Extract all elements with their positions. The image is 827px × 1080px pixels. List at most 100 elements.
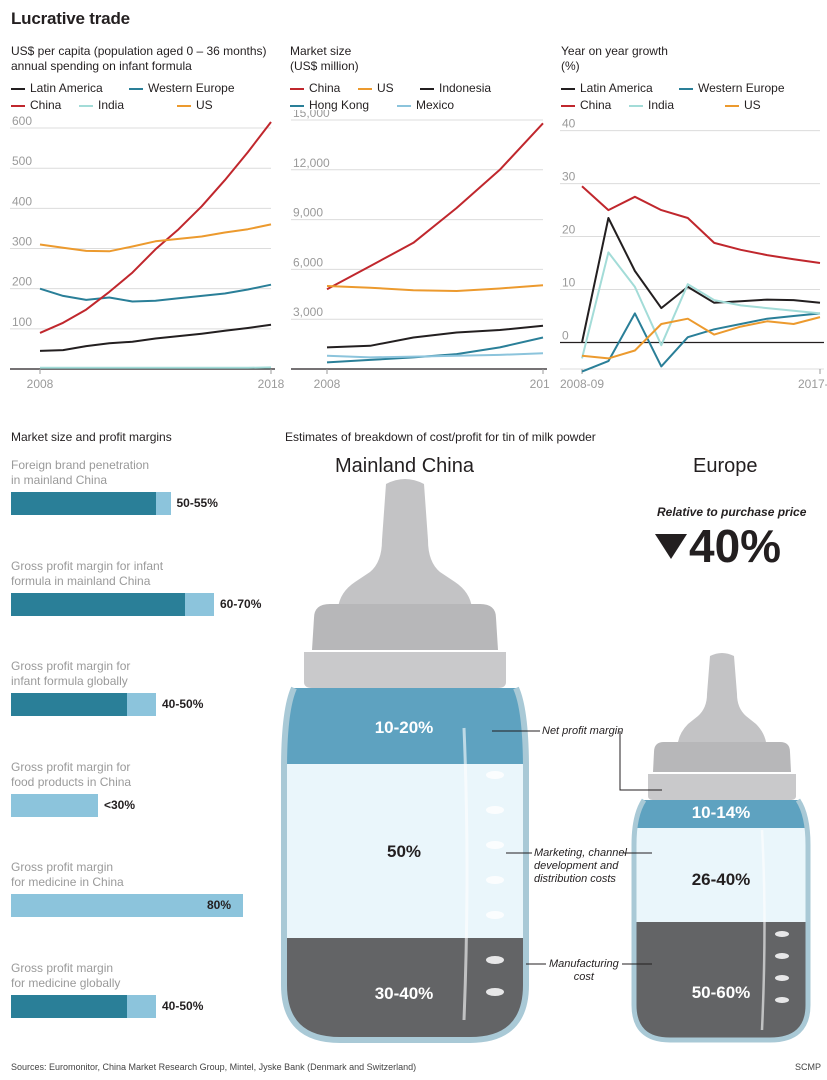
series-line-india — [581, 251, 821, 359]
marketing-segment — [284, 764, 526, 938]
callout-leaders — [492, 730, 662, 965]
bottle-outline — [281, 686, 529, 1043]
legend-swatch — [725, 104, 739, 107]
legend-label: India — [648, 98, 675, 112]
legend-swatch — [561, 87, 575, 90]
x-tick-label: 2008-09 — [560, 377, 604, 391]
legend-label: Western Europe — [698, 81, 785, 95]
series-line-latin-america — [581, 217, 821, 343]
series-line-hong-kong — [326, 336, 544, 364]
bar-low — [11, 592, 185, 616]
measure-marks — [486, 771, 504, 996]
x-tick-label: 2008 — [314, 377, 341, 391]
y-tick-label: 0 — [562, 329, 569, 343]
series-line-us — [581, 316, 821, 360]
legend-label: China — [309, 81, 341, 95]
series-line-mexico — [326, 352, 544, 359]
y-tick-label: 600 — [12, 114, 32, 128]
legend-swatch — [290, 104, 304, 107]
legend-label: Indonesia — [439, 81, 492, 95]
y-tick-label: 400 — [12, 194, 32, 208]
bar-low — [11, 492, 156, 515]
manufacturing-segment — [284, 938, 526, 1040]
breakdown-heading: Estimates of breakdown of cost/profit fo… — [285, 430, 596, 444]
legend-swatch — [561, 104, 575, 107]
bar-value-label: <30% — [104, 797, 136, 812]
relative-note: Relative to purchase price — [657, 505, 807, 519]
bar-category-line: Gross profit margin for — [11, 759, 131, 774]
legend-item: US — [725, 98, 761, 115]
bar-value-label: 40-50% — [162, 697, 204, 711]
x-tick-label: 2018 — [258, 377, 285, 391]
y-tick-label: 200 — [12, 275, 32, 289]
bottle-highlight — [760, 829, 766, 1031]
nipple-shape — [678, 653, 766, 742]
price-drop: 40% — [655, 523, 781, 569]
marketing-segment — [634, 828, 808, 922]
legend-swatch — [629, 104, 643, 107]
bar-low — [11, 994, 127, 1018]
y-tick-label: 100 — [12, 315, 32, 329]
margin-bar-chart: Foreign brand penetration in mainland Chi… — [11, 458, 281, 1048]
legend-label: Latin America — [30, 81, 103, 95]
legend-swatch — [177, 104, 191, 107]
chart2-subtitle-line2: (US$ million) — [290, 59, 359, 73]
legend-label: India — [98, 98, 125, 112]
y-tick-label: 30 — [562, 170, 576, 184]
chart3-subtitle-line2: (%) — [561, 59, 580, 73]
y-tick-label: 500 — [12, 154, 32, 168]
legend-swatch — [679, 87, 693, 90]
legend-item: Latin America — [11, 81, 129, 98]
profit-segment — [634, 800, 808, 828]
legend-item: China — [561, 98, 629, 115]
manufacturing-callout-line2: cost — [573, 971, 594, 983]
chart2-subtitle: Market size (US$ million) — [290, 44, 359, 74]
page-title: Lucrative trade — [11, 9, 130, 28]
china-profit-value: 10-20% — [375, 718, 434, 737]
legend-label: US — [744, 98, 761, 112]
y-tick-label: 15,000 — [293, 110, 330, 120]
y-tick-label: 6,000 — [293, 255, 323, 269]
bar-category-line: Gross profit margin — [11, 960, 114, 975]
y-tick-label: 9,000 — [293, 206, 323, 220]
bar-chart-heading: Market size and profit margins — [11, 430, 172, 444]
legend-label: Mexico — [416, 98, 455, 112]
legend-item: Latin America — [561, 81, 679, 98]
bar-range — [185, 592, 214, 616]
bar-range — [11, 793, 98, 817]
bar-group: Gross profit margin for medicine globally… — [11, 961, 281, 1051]
legend-swatch — [129, 87, 143, 90]
marketing-callout-line3: distribution costs — [534, 873, 616, 885]
legend-item: Mexico — [397, 98, 454, 115]
bar-range — [11, 894, 243, 917]
china-bottle — [281, 479, 529, 1043]
series-line-latin-america — [39, 323, 272, 352]
series-line-indonesia — [326, 324, 544, 349]
legend-item: China — [11, 98, 79, 115]
china-bottle-title: Mainland China — [335, 455, 474, 477]
chart3-legend: Latin America Western Europe China India… — [561, 81, 823, 115]
net-profit-callout: Net profit margin — [542, 725, 624, 737]
legend-label: US — [377, 81, 394, 95]
legend-label: China — [30, 98, 62, 112]
chart1-subtitle: US$ per capita (population aged 0 – 36 m… — [11, 44, 267, 74]
legend-swatch — [290, 87, 304, 90]
bar-category-line: for medicine globally — [11, 975, 121, 990]
chart2-subtitle-line1: Market size — [290, 44, 352, 58]
bottle-highlight — [462, 727, 469, 1021]
legend-label: US — [196, 98, 213, 112]
bar-category-line: in mainland China — [11, 473, 108, 487]
bar-group: Gross profit margin for infant formula in… — [11, 559, 281, 649]
x-tick-label: 2013 — [530, 377, 550, 391]
series-line-western-europe — [581, 312, 821, 373]
bar-value-label: 80% — [207, 898, 232, 912]
cap-shape — [653, 742, 791, 772]
legend-item: Western Europe — [129, 81, 235, 98]
europe-manufacturing-value: 50-60% — [692, 983, 751, 1002]
legend-swatch — [358, 87, 372, 90]
bar-category-label: Gross profit margin for food products in … — [11, 760, 131, 790]
bar-category-line: for medicine in China — [11, 875, 124, 889]
bottle-outline — [631, 798, 811, 1043]
bar-category-line: food products in China — [11, 774, 132, 789]
legend-swatch — [11, 87, 25, 90]
